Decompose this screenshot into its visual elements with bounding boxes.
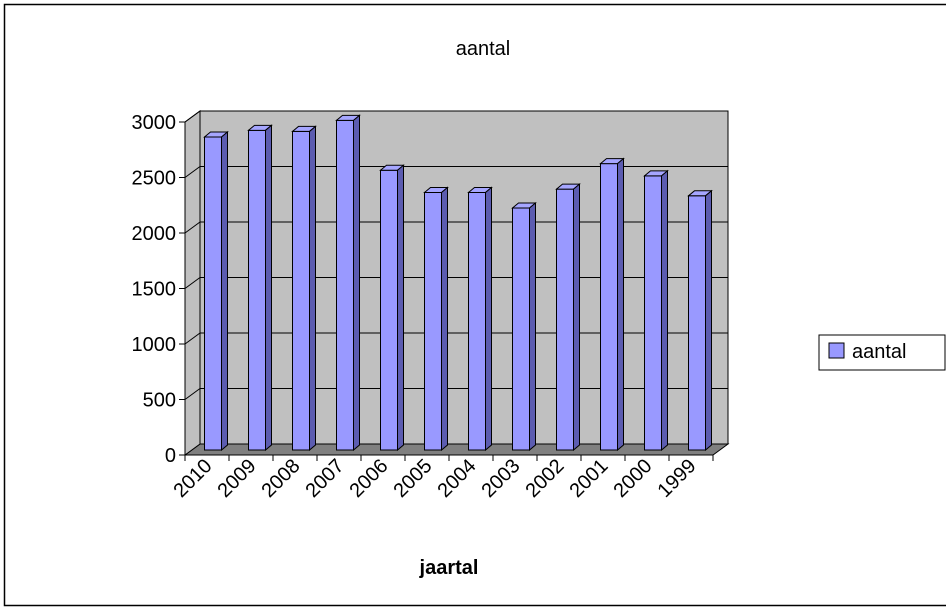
- bar-side: [266, 125, 272, 450]
- bar-side: [442, 187, 448, 450]
- bar-side: [574, 184, 580, 450]
- bar: [249, 130, 266, 450]
- bar-side: [662, 171, 668, 450]
- y-tick-label: 3000: [132, 112, 177, 134]
- bar: [557, 189, 574, 450]
- bar: [381, 170, 398, 450]
- bar-group: [249, 125, 272, 450]
- chart-title: aantal: [456, 38, 511, 60]
- bar: [601, 164, 618, 450]
- bar-side: [222, 132, 228, 450]
- bar-group: [601, 159, 624, 450]
- y-tick-label: 2000: [132, 223, 177, 245]
- bar: [425, 192, 442, 450]
- bar-side: [354, 115, 360, 450]
- legend-swatch: [829, 343, 844, 358]
- y-tick-label: 1000: [132, 334, 177, 356]
- bar-side: [398, 165, 404, 450]
- bar: [469, 192, 486, 450]
- bar-side: [618, 159, 624, 450]
- bar: [337, 120, 354, 450]
- bar: [689, 196, 706, 450]
- bar: [205, 137, 222, 450]
- y-tick-label: 0: [165, 445, 176, 467]
- y-tick-label: 1500: [132, 279, 177, 301]
- bar-side: [706, 191, 712, 450]
- bar-group: [381, 165, 404, 450]
- bar-side: [530, 203, 536, 450]
- bar-group: [513, 203, 536, 450]
- y-tick-label: 2500: [132, 168, 177, 190]
- y-tick-label: 500: [143, 390, 176, 412]
- bar-group: [645, 171, 668, 450]
- bar: [293, 131, 310, 450]
- bar-side: [310, 126, 316, 450]
- legend: aantal: [819, 335, 945, 370]
- bar-group: [469, 187, 492, 450]
- bar-group: [293, 126, 316, 450]
- bar-side: [486, 187, 492, 450]
- bar: [513, 208, 530, 450]
- legend-entry: aantal: [852, 341, 907, 363]
- bar-group: [205, 132, 228, 450]
- bar-group: [689, 191, 712, 450]
- bar-group: [425, 187, 448, 450]
- plot-area: 0500100015002000250030002010200920082007…: [132, 111, 729, 502]
- bar-group: [557, 184, 580, 450]
- bar: [645, 176, 662, 450]
- bar-group: [337, 115, 360, 450]
- x-axis-label: jaartal: [419, 557, 479, 579]
